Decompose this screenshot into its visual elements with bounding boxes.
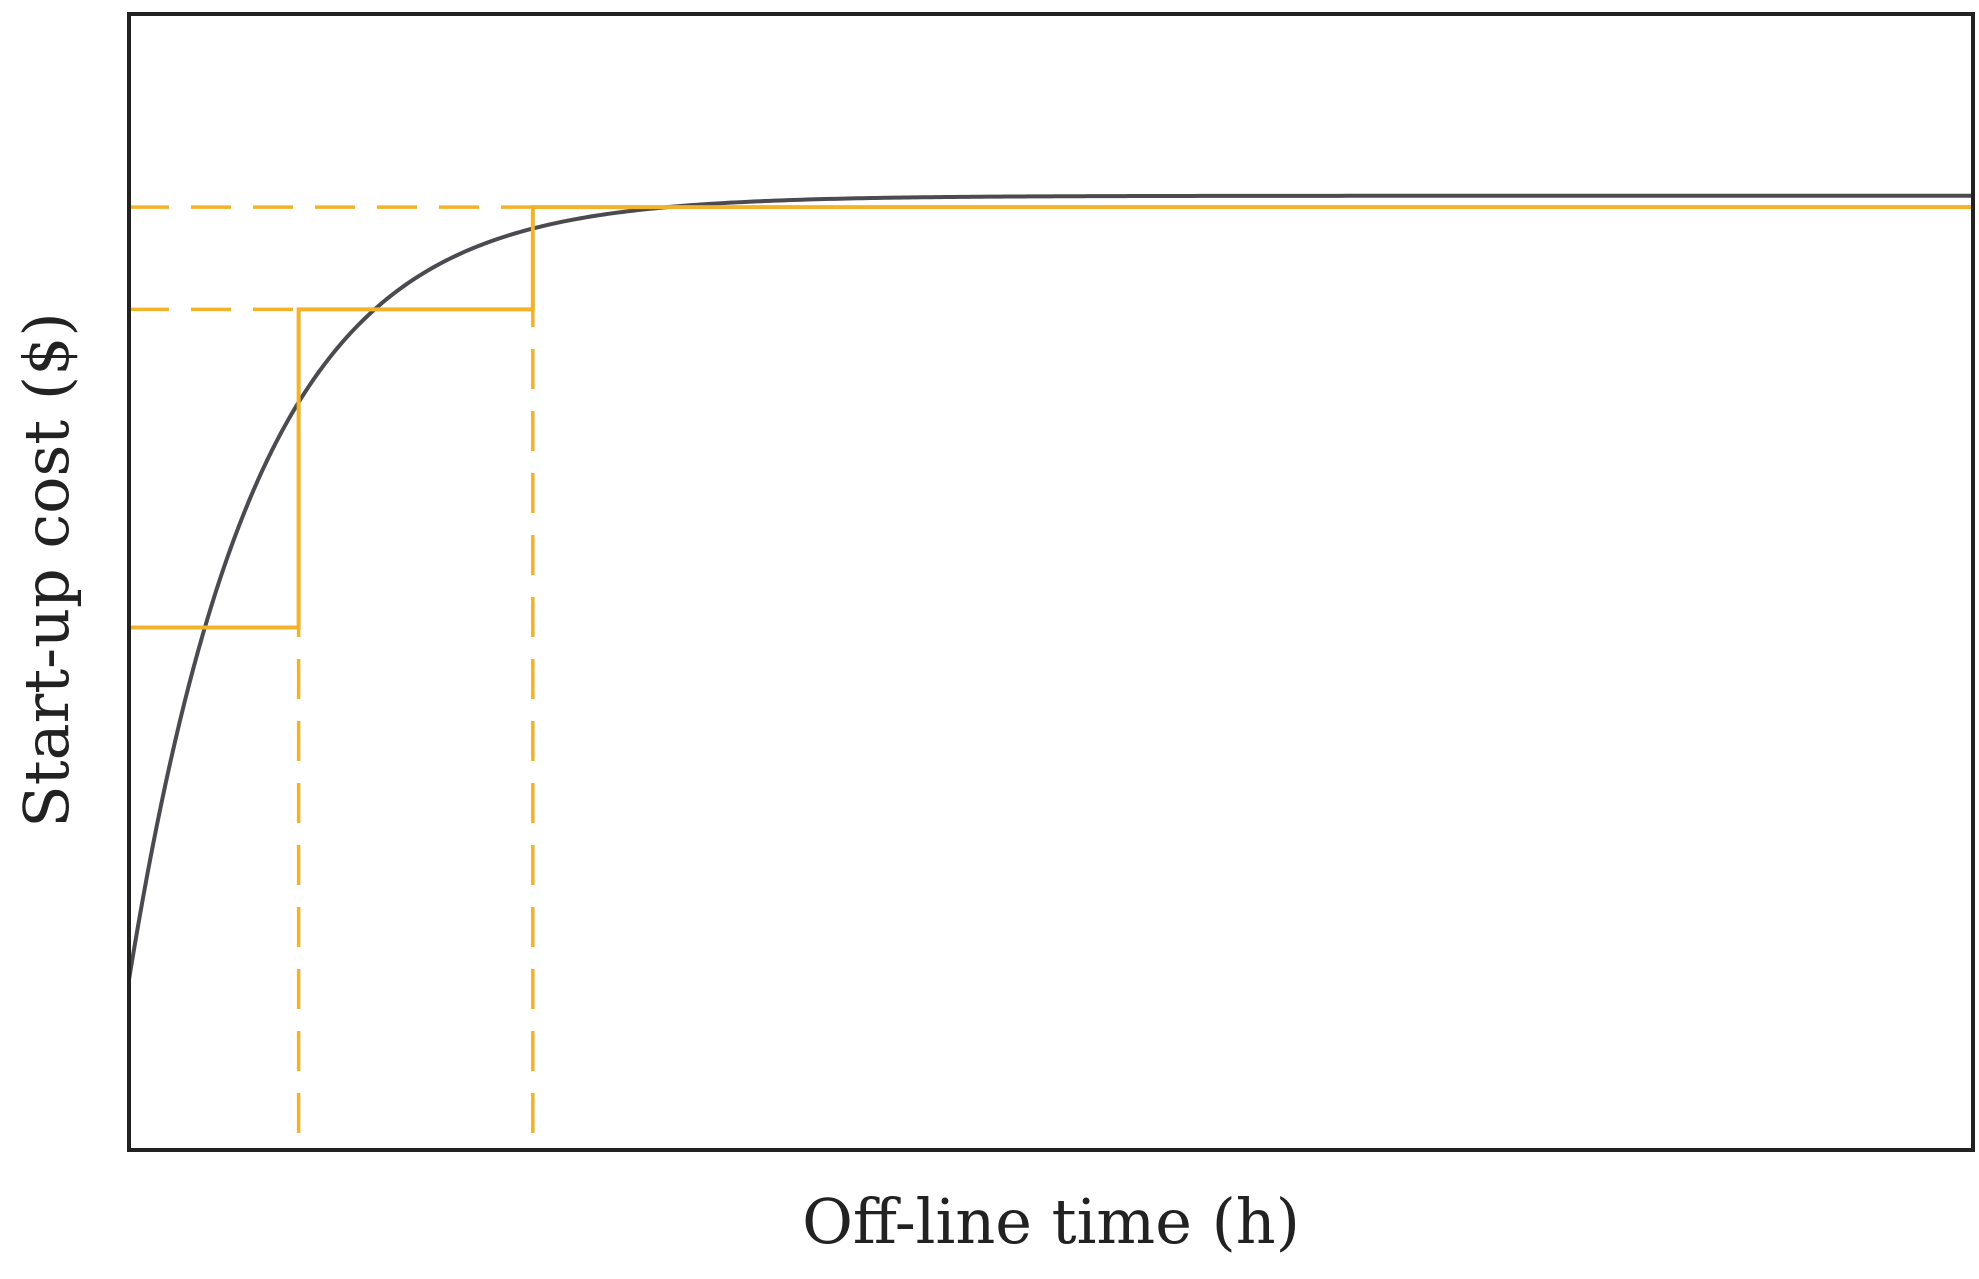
y-axis-label: Start-up cost ($) <box>10 312 83 828</box>
x-axis-label: Off-line time (h) <box>802 1185 1300 1258</box>
startup-cost-curve <box>127 193 1973 980</box>
plot-area <box>127 193 1973 1133</box>
plot-frame <box>127 12 1975 1152</box>
step-approximation-line <box>129 205 1973 630</box>
